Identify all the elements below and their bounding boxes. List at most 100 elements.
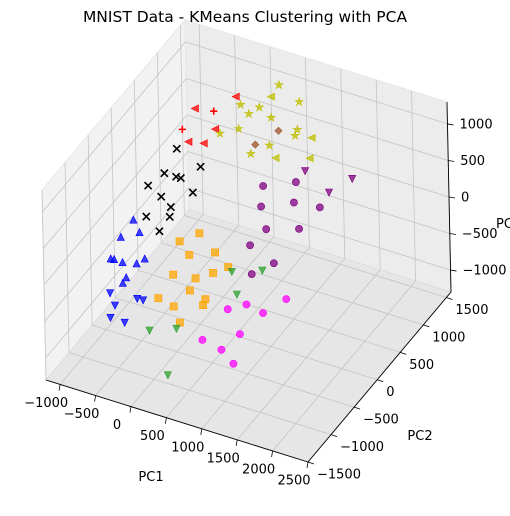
data-point (231, 92, 240, 101)
data-point (273, 79, 284, 90)
z-tick-label: −1000 (463, 264, 507, 279)
z-axis-label: PC3 (496, 217, 510, 232)
data-point (135, 227, 144, 236)
chart-title: MNIST Data - KMeans Clustering with PCA (82, 8, 408, 26)
grid-line (236, 269, 381, 441)
data-point (266, 92, 275, 101)
y-tick-mark (377, 379, 384, 383)
x-tick-mark (164, 417, 167, 424)
data-point (185, 251, 194, 259)
x-tick-mark (271, 450, 273, 457)
data-point (122, 273, 131, 282)
data-point (271, 153, 280, 162)
data-point (139, 296, 148, 305)
data-point (264, 140, 275, 150)
data-point (305, 154, 314, 163)
z-tick-mark (448, 196, 456, 199)
data-point (217, 345, 226, 354)
grid-line (44, 151, 189, 322)
data-point (129, 215, 138, 224)
data-point (242, 300, 251, 309)
data-point (258, 266, 267, 275)
data-point (259, 182, 268, 190)
data-point (188, 188, 198, 197)
grid-line (161, 242, 424, 326)
x-tick-mark (200, 428, 203, 435)
data-point (195, 229, 204, 238)
data-point (176, 173, 185, 183)
x-tick-label: 1500 (207, 451, 240, 466)
y-axis-line (307, 291, 452, 463)
x-axis-line (45, 379, 309, 463)
grid-line (188, 187, 451, 271)
x-tick-label: −500 (64, 407, 100, 422)
data-point (247, 270, 256, 279)
data-point (245, 148, 256, 158)
data-point (274, 126, 283, 135)
z-tick-label: 500 (460, 154, 485, 169)
data-point (229, 359, 238, 368)
data-point (175, 237, 184, 246)
data-point (116, 232, 125, 241)
x-tick-mark (235, 439, 238, 446)
data-point (142, 212, 151, 221)
data-point (120, 318, 129, 328)
data-point (289, 130, 301, 140)
z-tick-label: 0 (461, 191, 469, 206)
data-point (155, 227, 164, 236)
data-point (211, 248, 219, 257)
data-point (214, 128, 225, 138)
z-tick-mark (449, 233, 456, 235)
grid-line (45, 187, 189, 359)
data-point (262, 225, 271, 234)
x-tick-label: 1000 (171, 440, 204, 455)
data-point (307, 133, 316, 142)
data-point (236, 330, 244, 339)
data-point (246, 241, 254, 250)
data-point (106, 289, 115, 298)
grid-line (186, 78, 449, 161)
x-tick-mark (94, 395, 96, 402)
data-point (294, 96, 305, 107)
y-tick-mark (307, 461, 315, 465)
data-point (154, 294, 163, 303)
y-tick-label: −1000 (340, 440, 384, 455)
grid-line (201, 258, 346, 430)
data-point (243, 108, 254, 119)
data-points (106, 79, 357, 380)
data-point (259, 309, 267, 317)
y-tick-mark (330, 434, 338, 437)
data-point (210, 125, 220, 134)
z-tick-mark (448, 160, 455, 162)
data-point (295, 225, 303, 233)
data-point (227, 267, 236, 277)
y-tick-mark (354, 406, 361, 410)
x-tick-label: −1000 (24, 396, 68, 411)
data-point (266, 112, 277, 122)
x-tick-mark (129, 406, 132, 413)
data-point (269, 259, 278, 268)
data-point (140, 254, 149, 263)
grid-line (184, 215, 447, 298)
y-tick-label: 1500 (455, 303, 488, 318)
x-axis-label: PC1 (138, 470, 163, 485)
data-point (172, 144, 181, 153)
data-point (209, 269, 217, 277)
data-point (196, 162, 205, 171)
data-point (184, 137, 193, 146)
data-point (315, 203, 324, 212)
data-point (301, 167, 310, 176)
z-tick-mark (447, 123, 454, 126)
grid-line (138, 269, 401, 353)
y-tick-mark (400, 351, 407, 355)
data-point (157, 192, 166, 201)
data-point (289, 198, 298, 207)
data-point (106, 254, 115, 263)
data-point (185, 286, 194, 295)
data-point (254, 102, 265, 112)
data-point (118, 278, 127, 287)
z-tick-label: −500 (462, 227, 498, 242)
